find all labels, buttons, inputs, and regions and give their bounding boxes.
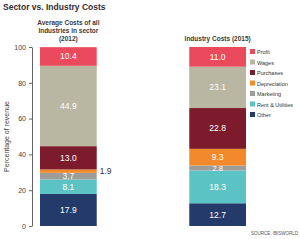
y-tick-mark bbox=[29, 190, 32, 191]
data-label: 44.9 bbox=[60, 101, 77, 111]
legend-swatch bbox=[250, 70, 255, 75]
y-tick: 40 bbox=[18, 151, 32, 158]
bar-segment bbox=[189, 203, 246, 226]
data-label: 17.9 bbox=[60, 205, 77, 215]
legend-swatch bbox=[250, 49, 255, 54]
chart-title: Sector vs. Industry Costs bbox=[3, 2, 106, 12]
bar-segment bbox=[189, 47, 246, 67]
legend-item: Profit bbox=[250, 49, 270, 55]
bar-segment bbox=[40, 66, 97, 146]
legend-swatch bbox=[250, 81, 255, 86]
data-label: 2.8 bbox=[212, 164, 222, 173]
data-label: 18.3 bbox=[209, 182, 226, 192]
legend-swatch bbox=[250, 112, 255, 117]
y-tick: 0 bbox=[22, 223, 32, 230]
data-label: 9.3 bbox=[212, 152, 224, 162]
y-tick-label: 20 bbox=[18, 187, 26, 194]
data-label: 12.7 bbox=[209, 210, 226, 220]
legend-swatch bbox=[250, 60, 255, 65]
y-tick-label: 100 bbox=[14, 44, 26, 51]
category-label: Industry Costs (2015) bbox=[185, 35, 251, 43]
data-label: 22.8 bbox=[209, 123, 226, 133]
legend-label: Marketing bbox=[257, 91, 281, 97]
data-label: 10.4 bbox=[60, 51, 77, 61]
y-tick-label: 80 bbox=[18, 80, 26, 87]
y-tick: 20 bbox=[18, 187, 32, 194]
legend-item: Depreciation bbox=[250, 81, 288, 87]
bar-segment bbox=[189, 67, 246, 108]
data-label: 8.1 bbox=[62, 182, 74, 192]
legend-item: Wages bbox=[250, 60, 274, 66]
y-tick: 80 bbox=[18, 80, 32, 87]
y-axis-title: Percentage of revenue bbox=[3, 101, 11, 172]
y-tick: 100 bbox=[14, 44, 32, 51]
legend: Profit Wages Purchases Depreciation Marketin… bbox=[250, 49, 293, 118]
bar-segment bbox=[189, 108, 246, 149]
y-tick-mark bbox=[29, 47, 32, 48]
y-axis-line bbox=[32, 48, 33, 227]
legend-swatch bbox=[250, 91, 255, 96]
category-label: Average Costs of allIndustries in sector… bbox=[37, 19, 99, 43]
legend-label: Rent & Utilities bbox=[257, 102, 293, 108]
bar-segment bbox=[40, 194, 97, 226]
y-tick-mark bbox=[29, 83, 32, 84]
data-label: 23.1 bbox=[209, 82, 226, 92]
y-tick-label: 40 bbox=[18, 151, 26, 158]
legend-label: Depreciation bbox=[257, 81, 288, 87]
legend-item: Rent & Utilities bbox=[250, 102, 293, 108]
y-tick-mark bbox=[29, 226, 32, 227]
legend-item: Other bbox=[250, 112, 271, 118]
data-label: 3.7 bbox=[62, 171, 74, 181]
y-axis: 0 20 40 60 80 100 bbox=[14, 44, 32, 230]
y-tick-mark bbox=[29, 119, 32, 120]
data-label: 1.9 bbox=[100, 166, 112, 176]
y-tick-label: 0 bbox=[22, 223, 26, 230]
y-tick: 60 bbox=[18, 115, 32, 122]
data-label: 11.0 bbox=[210, 52, 226, 62]
legend-label: Wages bbox=[257, 60, 274, 66]
bar-segment bbox=[189, 171, 246, 204]
data-labels: 17.9 12.7 8.1 18.3 3.7 2.8 1.9 9.3 13.0 22.8 44.9 2… bbox=[60, 51, 226, 219]
chart-svg: Sector vs. Industry Costs 0 20 40 60 80 100 Per… bbox=[0, 0, 300, 239]
bars bbox=[40, 47, 246, 226]
data-label: 13.0 bbox=[60, 153, 77, 163]
bar-segment bbox=[40, 47, 97, 66]
y-tick-mark bbox=[29, 154, 32, 155]
legend-label: Profit bbox=[257, 49, 270, 55]
legend-label: Other bbox=[257, 112, 271, 118]
y-tick-label: 60 bbox=[18, 115, 26, 122]
bar-segment bbox=[40, 179, 97, 193]
legend-item: Marketing bbox=[250, 91, 281, 97]
source-note: SOURCE: IBISWORLD bbox=[251, 231, 299, 236]
legend-swatch bbox=[250, 102, 255, 107]
legend-item: Purchases bbox=[250, 70, 283, 76]
bar-segment bbox=[40, 146, 97, 169]
legend-label: Purchases bbox=[257, 70, 283, 76]
